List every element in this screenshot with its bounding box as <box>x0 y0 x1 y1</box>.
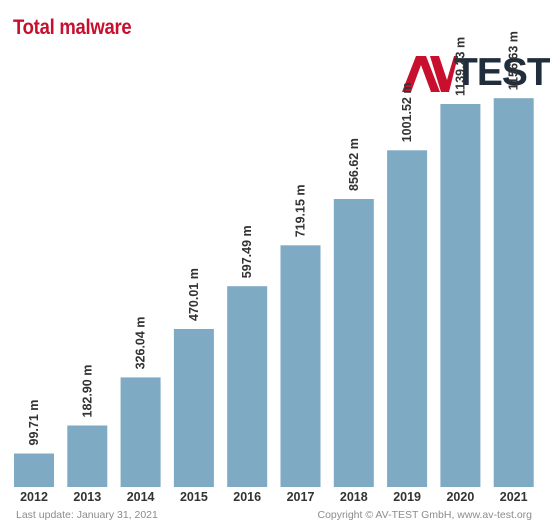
bar-2014 <box>120 377 161 487</box>
x-tick-label-2014: 2014 <box>127 490 155 504</box>
last-update: Last update: January 31, 2021 <box>16 509 158 521</box>
value-label-2018: 856.62 m <box>347 138 361 191</box>
x-tick-label-2012: 2012 <box>20 490 48 504</box>
bar-2015 <box>173 329 214 487</box>
bar-chart: 99.71 m 182.90 m 326.04 m 470.01 m 597.49 m 7… <box>14 31 534 504</box>
value-label-2021: 1156.63 m <box>507 31 521 90</box>
x-axis-tick-labels: 2012 2013 2014 2015 2016 2017 2018 2019 2020 2021 <box>20 490 528 504</box>
x-tick-label-2021: 2021 <box>500 490 528 504</box>
value-label-2015: 470.01 m <box>187 268 201 321</box>
x-tick-label-2020: 2020 <box>446 490 474 504</box>
bar-2020 <box>440 104 481 487</box>
value-label-2014: 326.04 m <box>134 317 148 370</box>
bar-2013 <box>67 425 108 487</box>
bar-2016 <box>227 286 268 487</box>
x-tick-label-2019: 2019 <box>393 490 421 504</box>
x-tick-label-2018: 2018 <box>340 490 368 504</box>
bar-2021 <box>493 98 534 487</box>
value-label-2013: 182.90 m <box>80 365 94 418</box>
chart-title: Total malware <box>13 16 132 39</box>
bar-2019 <box>387 150 428 488</box>
av-test-logo: TEST <box>402 53 550 94</box>
value-label-2012: 99.71 m <box>27 400 41 446</box>
x-tick-label-2013: 2013 <box>73 490 101 504</box>
copyright: Copyright © AV-TEST GmbH, www.av-test.or… <box>317 509 533 521</box>
value-labels: 99.71 m 182.90 m 326.04 m 470.01 m 597.49 m 7… <box>27 31 521 445</box>
av-logo-mark-icon <box>402 56 458 92</box>
bar-2012 <box>14 453 54 487</box>
x-tick-label-2017: 2017 <box>287 490 315 504</box>
bar-2017 <box>280 245 321 487</box>
value-label-2020: 1139.23 m <box>453 37 467 96</box>
x-tick-label-2016: 2016 <box>233 490 261 504</box>
bars <box>14 98 534 488</box>
value-label-2019: 1001.52 m <box>400 83 414 143</box>
bar-2018 <box>333 199 374 487</box>
value-label-2016: 597.49 m <box>240 225 254 278</box>
value-label-2017: 719.15 m <box>294 184 308 237</box>
x-tick-label-2015: 2015 <box>180 490 208 504</box>
logo-text: TEST <box>454 51 550 94</box>
